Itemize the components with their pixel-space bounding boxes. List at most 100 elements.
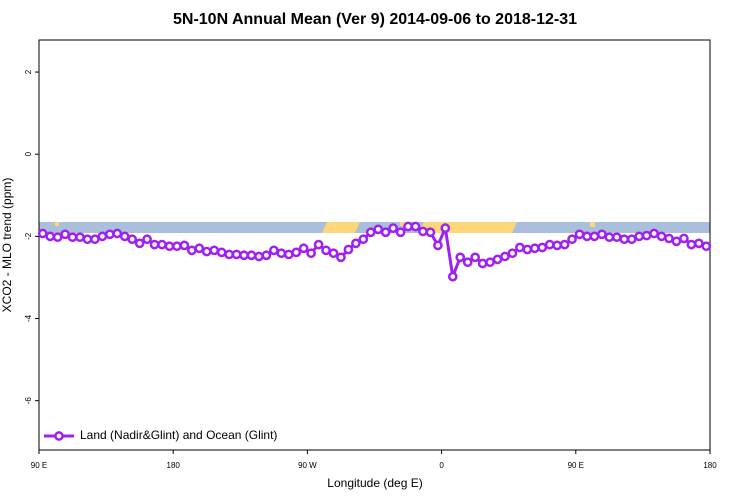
- data-point: [552, 240, 563, 251]
- y-tick-label: 2: [24, 69, 33, 74]
- data-point: [462, 257, 473, 268]
- data-point: [52, 232, 63, 243]
- data-point: [597, 229, 607, 240]
- data-point: [701, 241, 712, 252]
- data-point: [313, 239, 324, 250]
- data-point: [298, 243, 309, 254]
- data-point: [686, 239, 697, 250]
- data-point: [373, 224, 384, 235]
- data-point: [254, 251, 264, 262]
- data-point: [157, 239, 167, 250]
- data-point: [186, 245, 197, 256]
- data-point: [75, 232, 85, 243]
- x-tick-label: 0: [439, 461, 444, 470]
- data-point: [134, 238, 145, 249]
- x-axis-label: Longitude (deg E): [327, 476, 422, 490]
- data-point: [380, 227, 391, 238]
- y-tick-label: -6: [24, 397, 33, 405]
- data-point: [261, 250, 272, 261]
- data-point: [403, 221, 413, 232]
- data-point: [67, 232, 78, 243]
- data-point: [477, 258, 488, 269]
- data-point: [276, 248, 287, 259]
- data-point: [410, 221, 421, 232]
- data-point: [224, 249, 234, 260]
- data-point: [433, 240, 443, 251]
- data-point: [351, 238, 361, 249]
- data-point: [269, 245, 279, 256]
- chart-title: 5N-10N Annual Mean (Ver 9) 2014-09-06 to…: [173, 11, 577, 28]
- data-point: [209, 245, 220, 256]
- data-point: [485, 257, 495, 268]
- data-point: [447, 271, 458, 282]
- data-point: [37, 228, 48, 239]
- data-point: [522, 244, 533, 255]
- data-point: [574, 229, 585, 240]
- data-point: [500, 251, 510, 262]
- data-point: [440, 223, 451, 234]
- data-point: [649, 228, 659, 239]
- data-point: [656, 231, 667, 242]
- data-point: [45, 231, 56, 242]
- data-point: [239, 250, 249, 261]
- data-point: [664, 233, 674, 244]
- data-point: [529, 243, 540, 254]
- data-point: [634, 231, 645, 242]
- data-point: [179, 240, 190, 251]
- data-point: [358, 234, 369, 245]
- data-point: [112, 228, 123, 239]
- data-point: [604, 232, 615, 243]
- data-point: [291, 247, 302, 258]
- data-point: [418, 226, 428, 237]
- data-point: [149, 239, 160, 250]
- data-point: [388, 223, 398, 234]
- data-point: [201, 246, 212, 257]
- data-point: [455, 252, 466, 263]
- y-tick-label: -2: [24, 232, 33, 240]
- data-point: [626, 234, 637, 245]
- data-point: [619, 234, 630, 245]
- data-point: [283, 249, 294, 260]
- data-point: [611, 232, 622, 243]
- data-point: [537, 242, 548, 253]
- x-tick-label: 90 E: [568, 461, 584, 470]
- data-point: [321, 245, 331, 256]
- legend-label: Land (Nadir&Glint) and Ocean (Glint): [80, 428, 277, 442]
- data-point: [164, 241, 175, 252]
- data-point: [216, 247, 227, 258]
- data-point: [172, 241, 182, 252]
- x-tick-label: 90 W: [298, 461, 317, 470]
- data-point: [425, 227, 436, 238]
- data-point: [97, 231, 108, 242]
- data-point: [515, 242, 525, 253]
- data-point: [395, 227, 406, 238]
- data-point: [693, 238, 704, 249]
- data-point: [328, 248, 339, 259]
- data-point: [582, 231, 592, 242]
- data-point: [567, 234, 577, 245]
- data-point: [544, 239, 555, 250]
- data-point: [492, 254, 503, 265]
- x-tick-label: 90 E: [31, 461, 47, 470]
- data-point: [60, 229, 70, 240]
- data-point: [82, 234, 93, 245]
- y-axis-label: XCO2 - MLO trend (ppm): [0, 178, 14, 313]
- data-point: [343, 244, 354, 255]
- data-point: [104, 229, 115, 240]
- data-point: [507, 248, 518, 259]
- data-point: [231, 249, 242, 260]
- data-point: [589, 231, 600, 242]
- data-point: [679, 233, 689, 244]
- data-point: [90, 234, 100, 245]
- data-point: [127, 234, 138, 245]
- data-point: [119, 231, 130, 242]
- data-point: [194, 243, 205, 254]
- data-point: [641, 230, 652, 241]
- data-point: [306, 248, 316, 259]
- data-point: [671, 236, 682, 247]
- legend-marker: [54, 431, 64, 441]
- x-tick-label: 180: [167, 461, 181, 470]
- data-point: [246, 250, 257, 261]
- data-point: [559, 239, 570, 250]
